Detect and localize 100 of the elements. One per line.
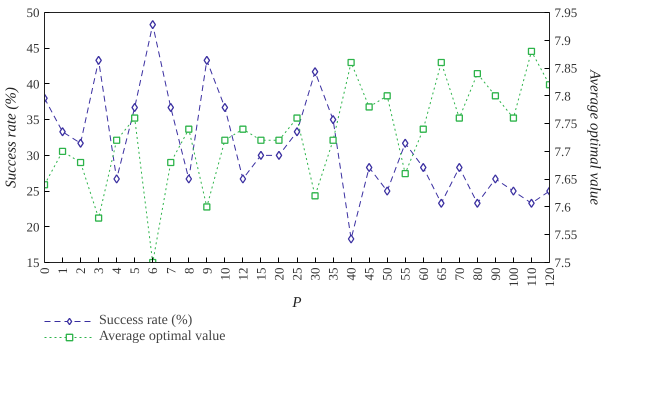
x-tick-label: 3 xyxy=(91,268,106,274)
y2-tick-label: 7.65 xyxy=(554,172,578,187)
x-tick-label: 45 xyxy=(362,268,377,280)
x-axis-title: P xyxy=(291,295,302,311)
legend-label: Average optimal value xyxy=(99,329,226,345)
point xyxy=(293,114,301,122)
point xyxy=(384,92,391,100)
point xyxy=(420,126,427,133)
y-tick-label: 50 xyxy=(26,5,40,20)
y2-tick-label: 7.8 xyxy=(554,88,571,104)
point xyxy=(76,158,84,166)
point xyxy=(348,234,354,244)
point xyxy=(510,114,518,122)
point xyxy=(257,136,265,144)
y2-tick-label: 7.6 xyxy=(554,199,572,214)
x-tick-label: 40 xyxy=(344,268,359,280)
y2-tick-label: 7.55 xyxy=(554,227,578,242)
x-tick-label: 25 xyxy=(290,268,304,280)
point xyxy=(528,198,535,208)
point xyxy=(528,48,536,56)
point xyxy=(221,136,229,144)
legend-label: Success rate (%) xyxy=(99,313,192,329)
y2-tick-label: 7.85 xyxy=(554,60,578,76)
x-tick-label: 0 xyxy=(37,268,52,274)
point xyxy=(222,102,228,112)
point xyxy=(456,114,463,122)
point xyxy=(294,127,300,136)
point xyxy=(131,114,138,122)
y2-tick-label: 7.7 xyxy=(554,144,572,159)
x-tick-label: 100 xyxy=(506,268,521,287)
y-tick-label: 40 xyxy=(26,76,40,92)
point xyxy=(149,20,156,30)
x-tick-label: 1 xyxy=(55,268,70,274)
x-tick-label: 70 xyxy=(452,268,467,280)
point xyxy=(94,214,102,222)
x-tick-label: 9 xyxy=(199,268,214,274)
y-axis-title: Success rate (%) xyxy=(4,87,20,188)
point xyxy=(239,126,247,133)
point xyxy=(203,203,210,211)
y2-tick-label: 7.95 xyxy=(554,5,578,20)
x-tick-label: 6 xyxy=(145,267,160,274)
point xyxy=(276,150,282,160)
x-tick-label: 8 xyxy=(181,268,196,274)
x-tick-label: 4 xyxy=(109,267,124,274)
x-tick-label: 5 xyxy=(127,268,142,274)
point xyxy=(330,114,336,124)
y-tick-label: 30 xyxy=(26,148,40,163)
point xyxy=(329,136,337,144)
point xyxy=(240,174,246,184)
point xyxy=(492,92,500,100)
point xyxy=(58,148,66,156)
point xyxy=(347,58,355,66)
y2-tick-label: 7.5 xyxy=(554,255,571,270)
y-tick-label: 35 xyxy=(26,112,40,128)
point xyxy=(185,126,192,133)
point xyxy=(384,186,390,196)
point xyxy=(258,150,264,160)
point xyxy=(167,158,174,166)
point xyxy=(492,174,499,184)
x-tick-label: 30 xyxy=(308,268,323,280)
x-tick-label: 12 xyxy=(235,268,250,280)
point xyxy=(131,102,138,112)
point xyxy=(366,162,372,172)
x-tick-label: 65 xyxy=(434,268,449,280)
x-tick-label: 10 xyxy=(217,268,232,280)
x-tick-label: 80 xyxy=(470,268,485,280)
point xyxy=(112,136,120,144)
point xyxy=(402,138,409,148)
x-tick-label: 90 xyxy=(488,268,503,280)
x-tick-label: 20 xyxy=(271,268,286,280)
x-tick-label: 55 xyxy=(398,268,413,280)
y2-axis-title: Average optimal value xyxy=(586,69,602,206)
y2-tick-label: 7.75 xyxy=(554,116,578,132)
point xyxy=(275,136,283,144)
x-tick-label: 60 xyxy=(416,268,431,280)
y-tick-label: 25 xyxy=(26,184,40,199)
point xyxy=(312,67,318,76)
x-tick-label: 15 xyxy=(253,268,268,280)
x-tick-label: 50 xyxy=(380,268,395,280)
point xyxy=(77,138,84,148)
point xyxy=(204,56,210,66)
point xyxy=(311,192,319,200)
point xyxy=(365,103,373,111)
point xyxy=(474,70,482,78)
point xyxy=(420,162,427,172)
point xyxy=(167,102,174,112)
y-tick-label: 20 xyxy=(26,219,40,234)
point xyxy=(59,127,66,136)
point xyxy=(510,186,517,196)
x-tick-label: 2 xyxy=(73,268,88,274)
y2-tick-label: 7.9 xyxy=(554,32,571,48)
x-tick-label: 110 xyxy=(524,267,539,287)
x-tick-label: 35 xyxy=(326,268,341,280)
point xyxy=(456,162,463,172)
point xyxy=(95,56,102,66)
point xyxy=(474,198,481,208)
point xyxy=(438,198,445,208)
x-tick-label: 7 xyxy=(163,267,178,274)
point xyxy=(438,58,445,66)
point xyxy=(113,174,120,184)
